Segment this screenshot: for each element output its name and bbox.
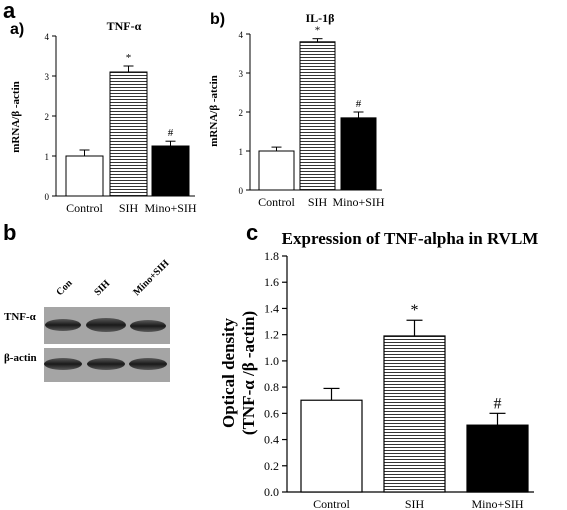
y-tick-label: 0.0 [264,485,279,499]
panel-label-b: b [3,220,16,245]
category-label: Control [258,195,295,209]
chart-c-ylabel: Optical density [219,317,238,428]
blot-lane-label: Mino+SIH [131,258,171,298]
blot-lane-label: Con [54,277,75,298]
blot-band [87,358,125,370]
bar-control [258,150,295,191]
blot-row-label-tnf: TNF-α [4,311,37,323]
bar-mino-sih [466,424,529,493]
y-tick-label: 0.6 [264,406,279,420]
bar-sih [383,335,446,493]
significance-mark: * [126,52,132,64]
y-tick-label: 1.4 [264,301,279,315]
category-label: SIH [119,201,139,215]
significance-mark: # [356,98,362,110]
blot-band [86,318,126,332]
chart-c-title: Expression of TNF-alpha in RVLM [282,229,539,248]
y-tick-label: 0.2 [264,459,279,473]
y-tick-label: 0 [45,192,50,202]
y-tick-label: 1.8 [264,249,279,263]
bar-mino-sih [340,117,377,191]
y-tick-label: 3 [239,69,244,79]
blot-band [44,358,82,370]
bar-sih [109,71,148,197]
blot-band [130,320,166,332]
category-label: Mino+SIH [332,195,384,209]
y-tick-label: 4 [45,32,50,42]
y-tick-label: 0.4 [264,433,279,447]
panel-label-a: a [3,0,16,23]
panel-label-c: c [246,220,258,245]
chart-a-title: TNF-α [107,19,142,33]
chart-b-ylabel: mRNA/β -atcin [208,75,220,146]
y-tick-label: 2 [239,108,244,118]
bar-sih [299,41,336,191]
y-tick-label: 1 [45,152,50,162]
y-tick-label: 0 [239,186,244,196]
category-label: Control [66,201,103,215]
category-label: Control [313,497,350,510]
category-label: Mino+SIH [471,497,523,510]
blot-lane-label: SIH [92,278,112,298]
y-tick-label: 0.8 [264,380,279,394]
blot-band [129,358,167,370]
chart-a-ylabel: mRNA/β -actin [10,81,22,152]
significance-mark: # [494,395,502,412]
y-tick-label: 2 [45,112,50,122]
chart-b-title: IL-1β [306,11,335,25]
blot-row-label-actin: β-actin [4,352,37,364]
y-tick-label: 4 [239,30,244,40]
chart-tnf-alpha-mrna: TNF-α mRNA/β -actin 0 1 2 3 4 Control * SIH # Mi… [10,19,197,215]
panel-sublabel-a: a) [10,21,24,38]
chart-il1beta-mrna: IL-1β mRNA/β -atcin 0 1 2 3 4 Control * SIH # Mi… [208,11,385,209]
significance-mark: # [168,127,174,139]
category-label: SIH [308,195,328,209]
bar-control [65,155,104,197]
category-label: Mino+SIH [144,201,196,215]
blot-band [45,319,81,331]
bar-mino-sih [151,145,190,197]
panel-sublabel-b: b) [210,11,225,28]
bar-control [300,399,363,493]
significance-mark: * [315,25,321,37]
category-label: SIH [405,497,425,510]
y-tick-label: 1.6 [264,275,279,289]
chart-c-ylabel-units: (TNF-α /β -actin) [239,311,258,435]
chart-tnf-alpha-rvlm: Expression of TNF-alpha in RVLM Optical … [219,229,538,510]
y-tick-label: 1 [239,147,244,157]
y-tick-label: 1.2 [264,328,279,342]
y-tick-label: 1.0 [264,354,279,368]
significance-mark: * [411,302,419,319]
y-tick-label: 3 [45,72,50,82]
western-blot: Con SIH Mino+SIH TNF-α β-actin [4,258,172,382]
